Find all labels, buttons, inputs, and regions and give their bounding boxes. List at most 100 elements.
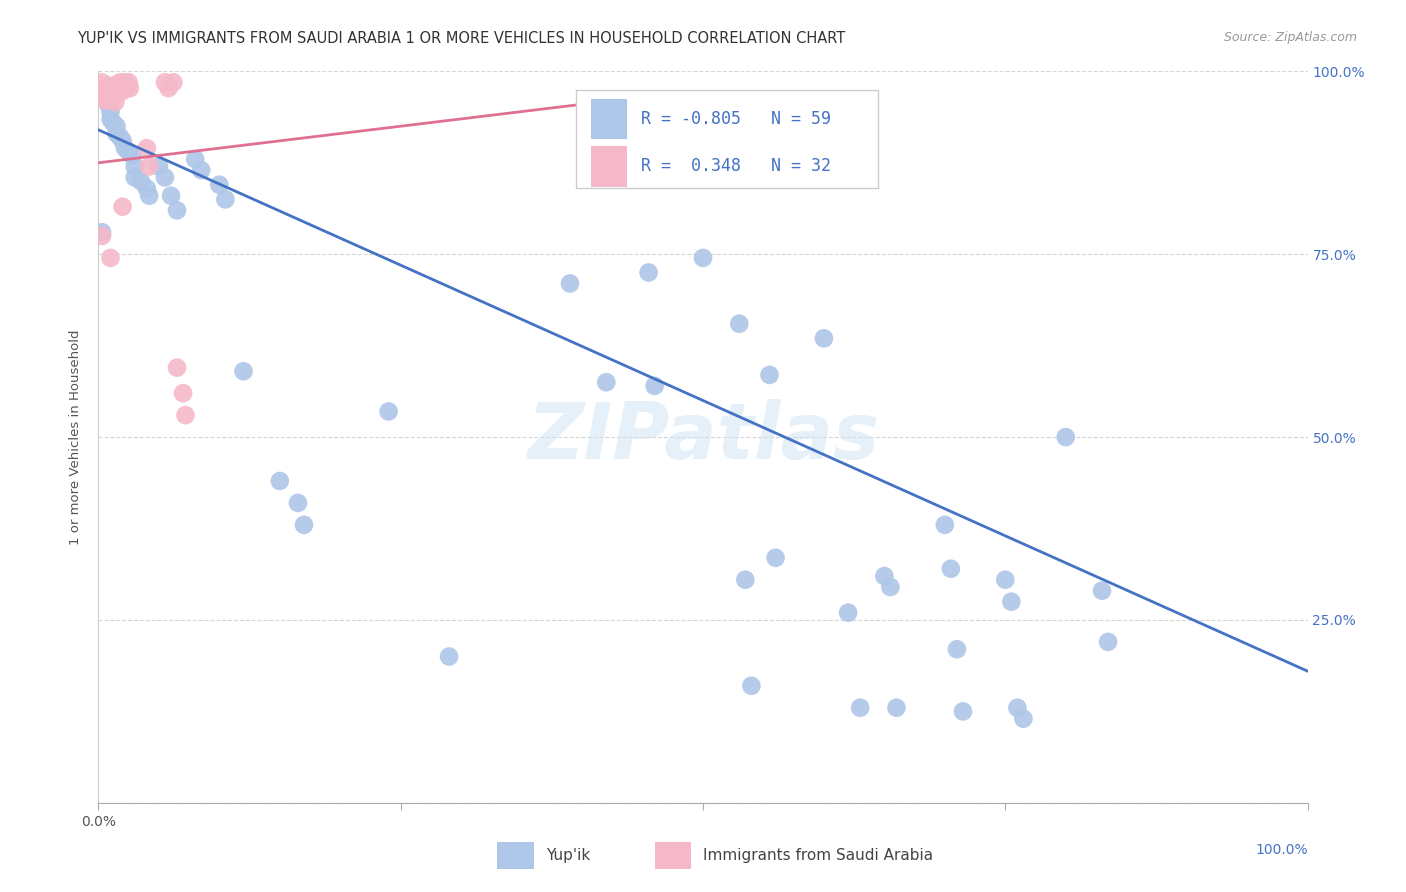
Point xyxy=(837,606,859,620)
Point xyxy=(105,78,128,92)
Point xyxy=(148,160,170,174)
Point xyxy=(153,170,176,185)
Point xyxy=(114,141,136,155)
Point xyxy=(100,104,122,119)
Point xyxy=(100,112,122,126)
Point xyxy=(97,97,120,112)
Point xyxy=(111,84,134,98)
Point xyxy=(939,562,962,576)
Text: YUP'IK VS IMMIGRANTS FROM SAUDI ARABIA 1 OR MORE VEHICLES IN HOUSEHOLD CORRELATI: YUP'IK VS IMMIGRANTS FROM SAUDI ARABIA 1… xyxy=(77,31,845,46)
Text: R =  0.348   N = 32: R = 0.348 N = 32 xyxy=(641,158,831,176)
Point xyxy=(1007,700,1029,714)
Point xyxy=(129,174,152,188)
Point xyxy=(101,115,124,129)
Point xyxy=(184,152,207,166)
Point xyxy=(98,92,121,106)
Point xyxy=(758,368,780,382)
Point xyxy=(121,148,143,162)
Point xyxy=(114,75,136,89)
Point xyxy=(849,700,872,714)
Point xyxy=(287,496,309,510)
Point xyxy=(100,251,122,265)
Point xyxy=(110,80,132,95)
Point xyxy=(96,80,118,95)
Bar xyxy=(591,99,627,139)
Point xyxy=(124,170,146,185)
Point xyxy=(108,75,131,89)
Point xyxy=(135,181,157,195)
Point xyxy=(934,517,956,532)
Bar xyxy=(591,146,627,186)
Point xyxy=(437,649,460,664)
Text: Immigrants from Saudi Arabia: Immigrants from Saudi Arabia xyxy=(703,848,934,863)
Point xyxy=(734,573,756,587)
Point xyxy=(377,404,399,418)
Point xyxy=(692,251,714,265)
Point xyxy=(105,127,128,141)
Point xyxy=(157,81,180,95)
Point xyxy=(873,569,896,583)
Point xyxy=(166,360,188,375)
Point xyxy=(1012,712,1035,726)
Point xyxy=(94,94,117,108)
Point xyxy=(115,80,138,95)
Bar xyxy=(498,842,534,869)
Point xyxy=(214,193,236,207)
Text: 100.0%: 100.0% xyxy=(1256,843,1308,857)
Point xyxy=(174,408,197,422)
Point xyxy=(208,178,231,192)
Point xyxy=(138,188,160,202)
Point xyxy=(1097,635,1119,649)
Point xyxy=(108,130,131,145)
Point xyxy=(595,376,617,390)
Point xyxy=(118,81,141,95)
Point xyxy=(118,145,141,159)
Text: R = -0.805   N = 59: R = -0.805 N = 59 xyxy=(641,110,831,128)
Point xyxy=(740,679,762,693)
Point xyxy=(232,364,254,378)
Point xyxy=(105,119,128,133)
Point xyxy=(886,700,908,714)
Text: Yup'ik: Yup'ik xyxy=(546,848,591,863)
Point xyxy=(166,203,188,218)
Point xyxy=(97,87,120,101)
Point xyxy=(190,163,212,178)
Point xyxy=(160,188,183,202)
Point xyxy=(269,474,291,488)
Point xyxy=(91,225,114,239)
Point xyxy=(644,379,666,393)
Point xyxy=(118,75,141,89)
Point xyxy=(153,75,176,89)
Point xyxy=(994,573,1017,587)
Point xyxy=(104,95,127,109)
Point xyxy=(124,160,146,174)
Point xyxy=(111,200,134,214)
Point xyxy=(135,141,157,155)
Point xyxy=(91,75,114,89)
Point xyxy=(138,160,160,174)
Point xyxy=(93,87,115,102)
Point xyxy=(558,277,581,291)
Bar xyxy=(655,842,690,869)
Point xyxy=(728,317,751,331)
Point xyxy=(172,386,194,401)
Point xyxy=(91,83,114,97)
Point xyxy=(813,331,835,345)
Point xyxy=(162,75,184,89)
FancyBboxPatch shape xyxy=(576,90,879,188)
Point xyxy=(91,228,114,243)
Point xyxy=(952,705,974,719)
Point xyxy=(946,642,969,657)
Point xyxy=(1054,430,1077,444)
Point xyxy=(637,266,659,280)
Point xyxy=(292,517,315,532)
Point xyxy=(107,84,129,98)
Point xyxy=(1091,583,1114,598)
Text: ZIPatlas: ZIPatlas xyxy=(527,399,879,475)
Point xyxy=(1000,594,1022,608)
Y-axis label: 1 or more Vehicles in Household: 1 or more Vehicles in Household xyxy=(69,329,83,545)
Point xyxy=(103,88,125,103)
Point xyxy=(100,85,122,99)
Point xyxy=(765,550,787,565)
Point xyxy=(101,83,124,97)
